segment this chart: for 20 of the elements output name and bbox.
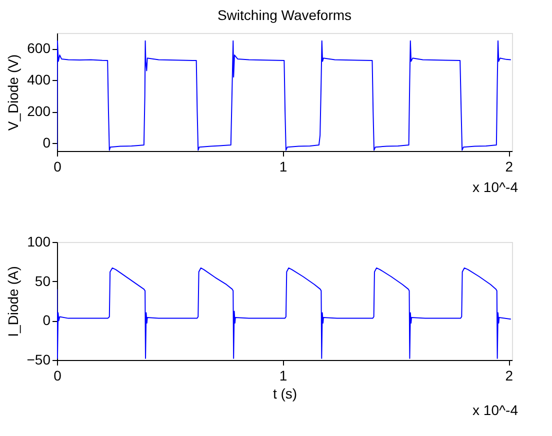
text: x 10^-4 bbox=[472, 402, 518, 418]
x-tick-label: 1 bbox=[279, 368, 288, 384]
x-axis-title: t (s) bbox=[272, 386, 298, 402]
y-tick-label: 100 bbox=[27, 234, 51, 250]
y-tick-label: 200 bbox=[27, 103, 51, 120]
text: x 10^-4 bbox=[472, 179, 518, 195]
y-tick-label: 0 bbox=[42, 312, 51, 328]
y-tick-label: 50 bbox=[34, 272, 51, 289]
y-tick-label: 400 bbox=[27, 72, 51, 88]
x-tick-label: 0 bbox=[54, 158, 62, 174]
x-tick-label: 0 bbox=[54, 368, 62, 384]
x-tick-label: 2 bbox=[505, 158, 514, 174]
y-tick-label: −50 bbox=[26, 352, 51, 368]
x-tick-label: 2 bbox=[505, 368, 514, 384]
y-tick-label: 600 bbox=[27, 40, 51, 56]
x-tick-label: 1 bbox=[279, 158, 288, 174]
y-axis-title: V_Diode (V) bbox=[5, 54, 22, 131]
y-axis-title: I_Diode (A) bbox=[4, 266, 21, 337]
y-tick-label: 0 bbox=[42, 134, 51, 151]
chart-title: Switching Waveforms bbox=[217, 7, 352, 23]
